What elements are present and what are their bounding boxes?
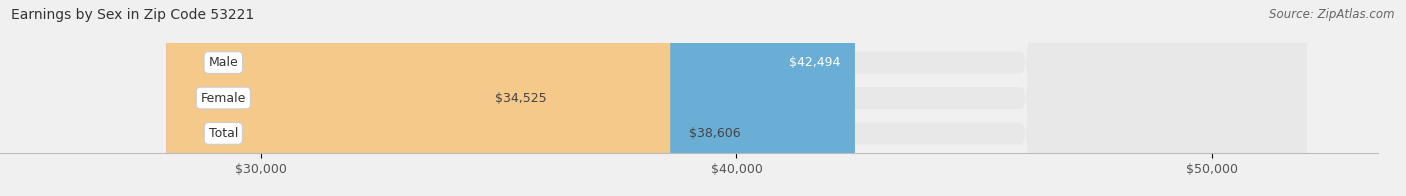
FancyBboxPatch shape <box>166 0 1306 196</box>
FancyBboxPatch shape <box>166 0 1306 196</box>
FancyBboxPatch shape <box>166 0 477 196</box>
FancyBboxPatch shape <box>166 0 1306 196</box>
FancyBboxPatch shape <box>166 0 855 196</box>
Text: Female: Female <box>201 92 246 104</box>
Text: $42,494: $42,494 <box>789 56 841 69</box>
Text: Source: ZipAtlas.com: Source: ZipAtlas.com <box>1270 8 1395 21</box>
Text: Earnings by Sex in Zip Code 53221: Earnings by Sex in Zip Code 53221 <box>11 8 254 22</box>
Text: Total: Total <box>208 127 238 140</box>
Text: $38,606: $38,606 <box>689 127 741 140</box>
Text: $34,525: $34,525 <box>495 92 547 104</box>
Text: Male: Male <box>208 56 238 69</box>
FancyBboxPatch shape <box>166 0 671 196</box>
